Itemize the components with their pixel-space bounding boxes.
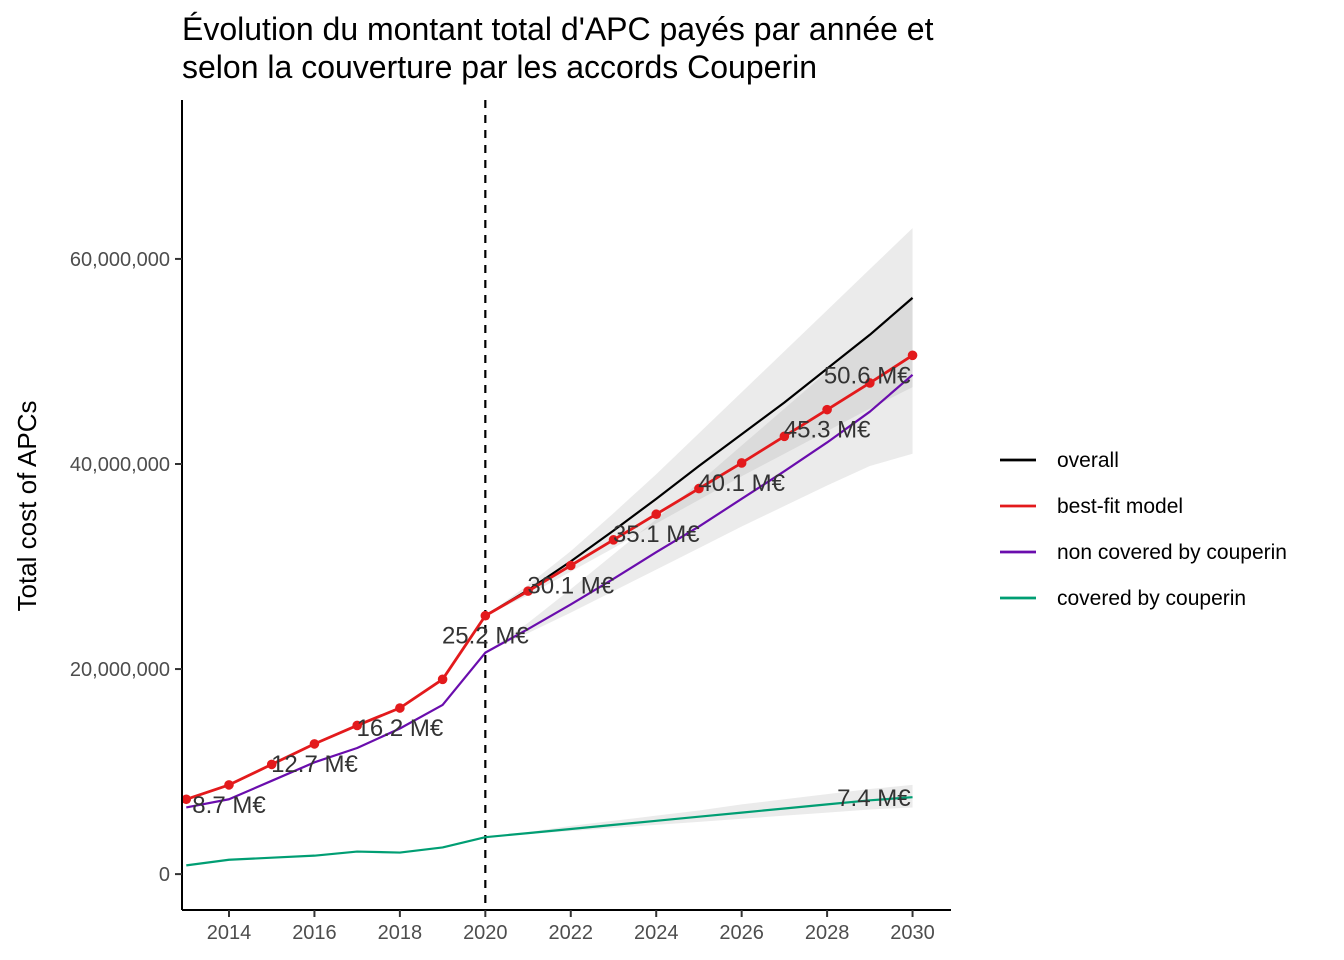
data-label: 7.4 M€ — [837, 785, 911, 812]
data-label: 25.2 M€ — [442, 623, 529, 650]
data-label: 35.1 M€ — [613, 521, 700, 548]
chart-title-line-2: selon la couverture par les accords Coup… — [182, 49, 817, 85]
series-markers — [181, 350, 918, 805]
line-non-covered-by-couperin — [186, 373, 914, 809]
x-tick-label: 2018 — [378, 922, 423, 944]
point-best-fit-model — [865, 378, 875, 388]
x-tick-label: 2016 — [292, 922, 337, 944]
point-best-fit-model — [224, 780, 234, 790]
y-tick-label: 40,000,000 — [70, 454, 170, 476]
x-tick-label: 2028 — [805, 922, 850, 944]
band-non-covered-by-couperin — [485, 295, 913, 653]
point-best-fit-model — [437, 674, 448, 685]
legend-label-best-fit-model: best-fit model — [1057, 495, 1183, 518]
x-tick-label: 2024 — [634, 922, 679, 944]
point-best-fit-model — [822, 404, 832, 415]
point-best-fit-model — [694, 483, 704, 494]
line-best-fit-model — [185, 354, 914, 801]
data-label: 16.2 M€ — [357, 715, 444, 742]
data-label: 30.1 M€ — [527, 572, 614, 599]
point-best-fit-model — [736, 458, 747, 468]
point-best-fit-model — [651, 509, 662, 520]
y-axis-title: Total cost of APCs — [12, 401, 42, 612]
x-tick-label: 2014 — [207, 922, 252, 944]
band-overall — [485, 228, 913, 616]
point-best-fit-model — [309, 739, 320, 749]
point-best-fit-model — [395, 703, 405, 713]
confidence-bands — [485, 228, 913, 838]
point-best-fit-model — [480, 610, 491, 621]
x-tick-label: 2020 — [463, 922, 508, 944]
data-label: 12.7 M€ — [271, 751, 358, 778]
legend-label-covered-by-couperin: covered by couperin — [1057, 587, 1246, 610]
y-tick-label: 20,000,000 — [70, 659, 170, 681]
point-best-fit-model — [608, 535, 619, 545]
band-covered-by-couperin — [485, 784, 913, 838]
chart-title-line-1: Évolution du montant total d'APC payés p… — [182, 11, 934, 47]
point-best-fit-model — [779, 431, 790, 442]
point-best-fit-model — [907, 350, 918, 361]
legend: overall best-fit model non covered by coup… — [1000, 449, 1287, 610]
point-best-fit-model — [181, 794, 192, 805]
x-tick-label: 2022 — [549, 922, 594, 944]
line-overall — [484, 297, 914, 617]
x-tick-label: 2030 — [890, 922, 935, 944]
point-best-fit-model — [523, 586, 533, 596]
point-best-fit-model — [352, 720, 362, 731]
y-tick-label: 0 — [159, 864, 170, 886]
legend-label-non-covered-by-couperin: non covered by couperin — [1057, 541, 1287, 564]
data-label: 45.3 M€ — [784, 417, 871, 444]
data-label: 40.1 M€ — [698, 470, 785, 497]
point-best-fit-model — [565, 560, 576, 571]
x-tick-label: 2026 — [719, 922, 764, 944]
y-tick-label: 60,000,000 — [70, 249, 170, 271]
data-labels: 8.7 M€12.7 M€ 16.2 M€ 25.2 M€ 30.1 M€ 35.1 M… — [192, 362, 911, 819]
data-label: 8.7 M€ — [192, 792, 266, 819]
line-covered-by-couperin — [186, 796, 913, 867]
point-best-fit-model — [266, 759, 277, 770]
series-lines — [185, 297, 914, 867]
legend-label-overall: overall — [1057, 449, 1119, 472]
data-label: 50.6 M€ — [824, 362, 911, 389]
axes: 0 20,000,000 40,000,000 60,000,000 2014 2016 2… — [70, 100, 951, 944]
